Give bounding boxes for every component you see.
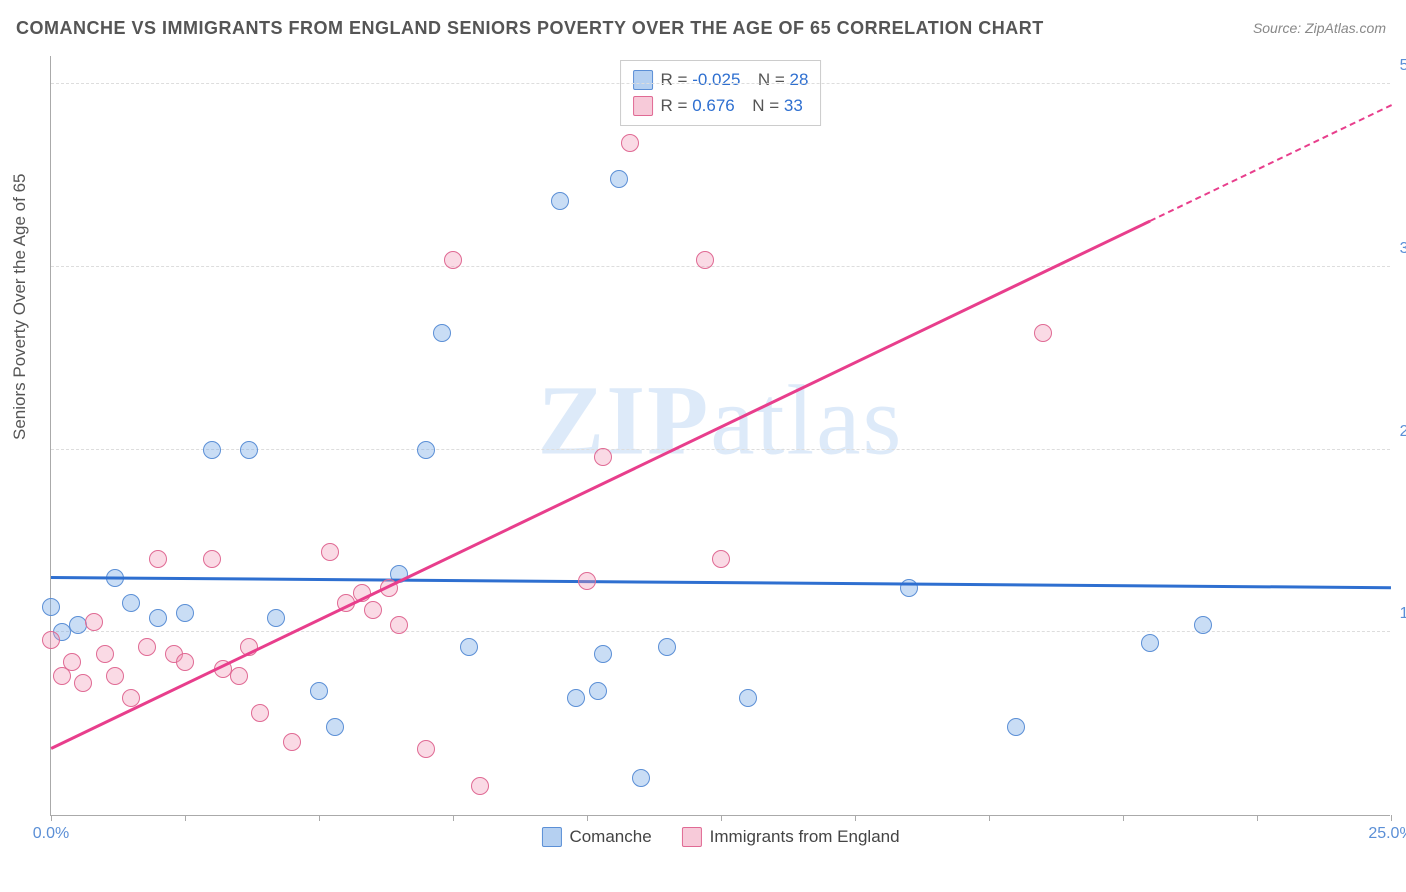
data-point	[138, 638, 156, 656]
data-point	[267, 609, 285, 627]
legend-row: R = -0.025 N = 28	[633, 67, 809, 93]
series-legend: Comanche Immigrants from England	[541, 827, 899, 847]
legend-swatch	[633, 96, 653, 116]
data-point	[74, 674, 92, 692]
data-point	[122, 594, 140, 612]
scatter-chart: ZIPatlas R = -0.025 N = 28R = 0.676 N = …	[50, 56, 1390, 816]
x-tick	[587, 815, 588, 821]
r-label: R = 0.676	[661, 93, 735, 119]
n-label: N = 28	[748, 67, 808, 93]
x-tick	[721, 815, 722, 821]
data-point	[471, 777, 489, 795]
data-point	[364, 601, 382, 619]
data-point	[589, 682, 607, 700]
data-point	[310, 682, 328, 700]
trend-line	[50, 220, 1150, 750]
data-point	[621, 134, 639, 152]
data-point	[251, 704, 269, 722]
y-tick-label: 37.5%	[1400, 240, 1406, 258]
trend-line	[51, 576, 1391, 589]
data-point	[567, 689, 585, 707]
legend-row: R = 0.676 N = 33	[633, 93, 809, 119]
data-point	[240, 441, 258, 459]
data-point	[460, 638, 478, 656]
data-point	[594, 645, 612, 663]
data-point	[632, 769, 650, 787]
data-point	[444, 251, 462, 269]
watermark: ZIPatlas	[538, 363, 904, 478]
data-point	[1034, 324, 1052, 342]
legend-swatch	[541, 827, 561, 847]
legend-swatch	[633, 70, 653, 90]
data-point	[69, 616, 87, 634]
data-point	[63, 653, 81, 671]
data-point	[1141, 634, 1159, 652]
x-tick	[1123, 815, 1124, 821]
x-tick	[989, 815, 990, 821]
x-tick-label: 25.0%	[1368, 825, 1406, 843]
data-point	[283, 733, 301, 751]
data-point	[85, 613, 103, 631]
data-point	[42, 598, 60, 616]
data-point	[594, 448, 612, 466]
data-point	[578, 572, 596, 590]
data-point	[433, 324, 451, 342]
data-point	[149, 609, 167, 627]
data-point	[176, 653, 194, 671]
gridline	[51, 631, 1390, 632]
data-point	[149, 550, 167, 568]
gridline	[51, 266, 1390, 267]
data-point	[739, 689, 757, 707]
data-point	[658, 638, 676, 656]
x-tick	[855, 815, 856, 821]
data-point	[417, 740, 435, 758]
gridline	[51, 83, 1390, 84]
y-tick-label: 25.0%	[1400, 423, 1406, 441]
y-tick-label: 50.0%	[1400, 57, 1406, 75]
data-point	[417, 441, 435, 459]
legend-label: Immigrants from England	[710, 827, 900, 847]
x-tick-label: 0.0%	[33, 825, 69, 843]
chart-title: COMANCHE VS IMMIGRANTS FROM ENGLAND SENI…	[16, 18, 1044, 39]
data-point	[390, 616, 408, 634]
trend-line	[1149, 104, 1391, 222]
legend-item: Comanche	[541, 827, 651, 847]
y-axis-label: Seniors Poverty Over the Age of 65	[10, 174, 30, 440]
data-point	[96, 645, 114, 663]
data-point	[610, 170, 628, 188]
correlation-legend: R = -0.025 N = 28R = 0.676 N = 33	[620, 60, 822, 126]
data-point	[696, 251, 714, 269]
legend-label: Comanche	[569, 827, 651, 847]
r-label: R = -0.025	[661, 67, 741, 93]
data-point	[176, 604, 194, 622]
data-point	[326, 718, 344, 736]
data-point	[1007, 718, 1025, 736]
data-point	[551, 192, 569, 210]
x-tick	[1391, 815, 1392, 821]
data-point	[1194, 616, 1212, 634]
data-point	[712, 550, 730, 568]
data-point	[203, 441, 221, 459]
x-tick	[319, 815, 320, 821]
legend-item: Immigrants from England	[682, 827, 900, 847]
x-tick	[1257, 815, 1258, 821]
data-point	[106, 667, 124, 685]
y-tick-label: 12.5%	[1400, 605, 1406, 623]
legend-swatch	[682, 827, 702, 847]
x-tick	[51, 815, 52, 821]
source-attribution: Source: ZipAtlas.com	[1253, 20, 1386, 36]
data-point	[42, 631, 60, 649]
data-point	[321, 543, 339, 561]
data-point	[203, 550, 221, 568]
data-point	[230, 667, 248, 685]
x-tick	[185, 815, 186, 821]
x-tick	[453, 815, 454, 821]
n-label: N = 33	[743, 93, 803, 119]
